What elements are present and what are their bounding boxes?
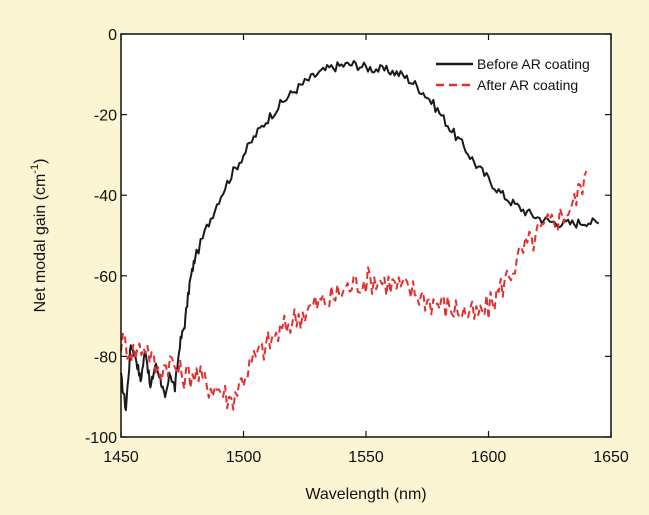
- x-tick-label: 1500: [226, 449, 262, 466]
- legend-label-before: Before AR coating: [477, 56, 590, 72]
- x-tick-label: 1550: [348, 449, 384, 466]
- x-tick-label: 1450: [103, 449, 139, 466]
- series-layer: [120, 60, 600, 412]
- x-tick-label: 1600: [471, 449, 507, 466]
- legend-label-after: After AR coating: [477, 77, 578, 93]
- y-axis-title: Net modal gain (cm-1): [29, 159, 49, 313]
- y-tick-label: -40: [94, 188, 117, 205]
- y-axis-title-superscript: -1: [29, 164, 41, 174]
- y-tick-label: -60: [94, 269, 117, 286]
- series-line-after-ar: [120, 170, 588, 411]
- x-axis-title: Wavelength (nm): [305, 486, 426, 503]
- y-tick-label: -80: [94, 349, 117, 366]
- y-tick-label: -100: [85, 430, 117, 447]
- y-axis-title-suffix: ): [32, 159, 49, 164]
- legend: Before AR coating After AR coating: [436, 56, 590, 93]
- ticks-layer: 1450 1500 1550 1600 1650 0 -20 -40 -60 -80 -100: [85, 27, 629, 466]
- y-tick-label: -20: [94, 108, 117, 125]
- x-tick-label: 1650: [593, 449, 629, 466]
- y-axis-title-prefix: Net modal gain (cm: [32, 174, 49, 313]
- y-tick-label: 0: [108, 27, 117, 44]
